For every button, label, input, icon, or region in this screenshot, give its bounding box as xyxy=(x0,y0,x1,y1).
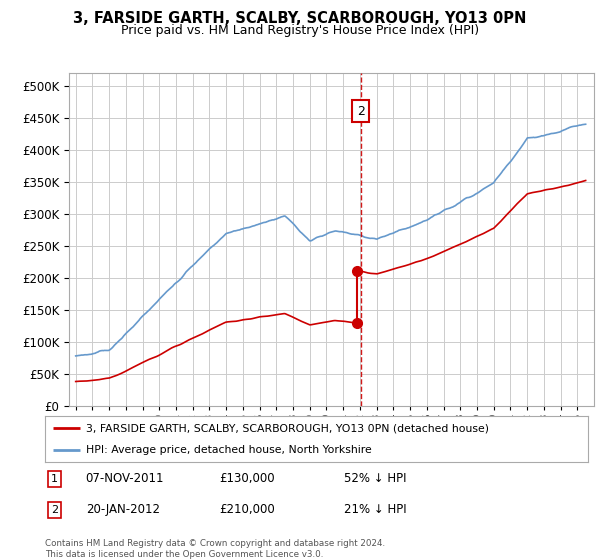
Text: 3, FARSIDE GARTH, SCALBY, SCARBOROUGH, YO13 0PN: 3, FARSIDE GARTH, SCALBY, SCARBOROUGH, Y… xyxy=(73,11,527,26)
Text: HPI: Average price, detached house, North Yorkshire: HPI: Average price, detached house, Nort… xyxy=(86,445,371,455)
Text: 20-JAN-2012: 20-JAN-2012 xyxy=(86,503,160,516)
Text: 21% ↓ HPI: 21% ↓ HPI xyxy=(344,503,406,516)
Text: Contains HM Land Registry data © Crown copyright and database right 2024.
This d: Contains HM Land Registry data © Crown c… xyxy=(45,539,385,559)
Text: 2: 2 xyxy=(357,105,365,118)
Text: 2: 2 xyxy=(51,505,58,515)
Text: 52% ↓ HPI: 52% ↓ HPI xyxy=(344,473,406,486)
Text: Price paid vs. HM Land Registry's House Price Index (HPI): Price paid vs. HM Land Registry's House … xyxy=(121,24,479,37)
Text: £130,000: £130,000 xyxy=(219,473,274,486)
Text: 1: 1 xyxy=(51,474,58,484)
Text: £210,000: £210,000 xyxy=(219,503,275,516)
Text: 07-NOV-2011: 07-NOV-2011 xyxy=(86,473,164,486)
Text: 3, FARSIDE GARTH, SCALBY, SCARBOROUGH, YO13 0PN (detached house): 3, FARSIDE GARTH, SCALBY, SCARBOROUGH, Y… xyxy=(86,423,489,433)
